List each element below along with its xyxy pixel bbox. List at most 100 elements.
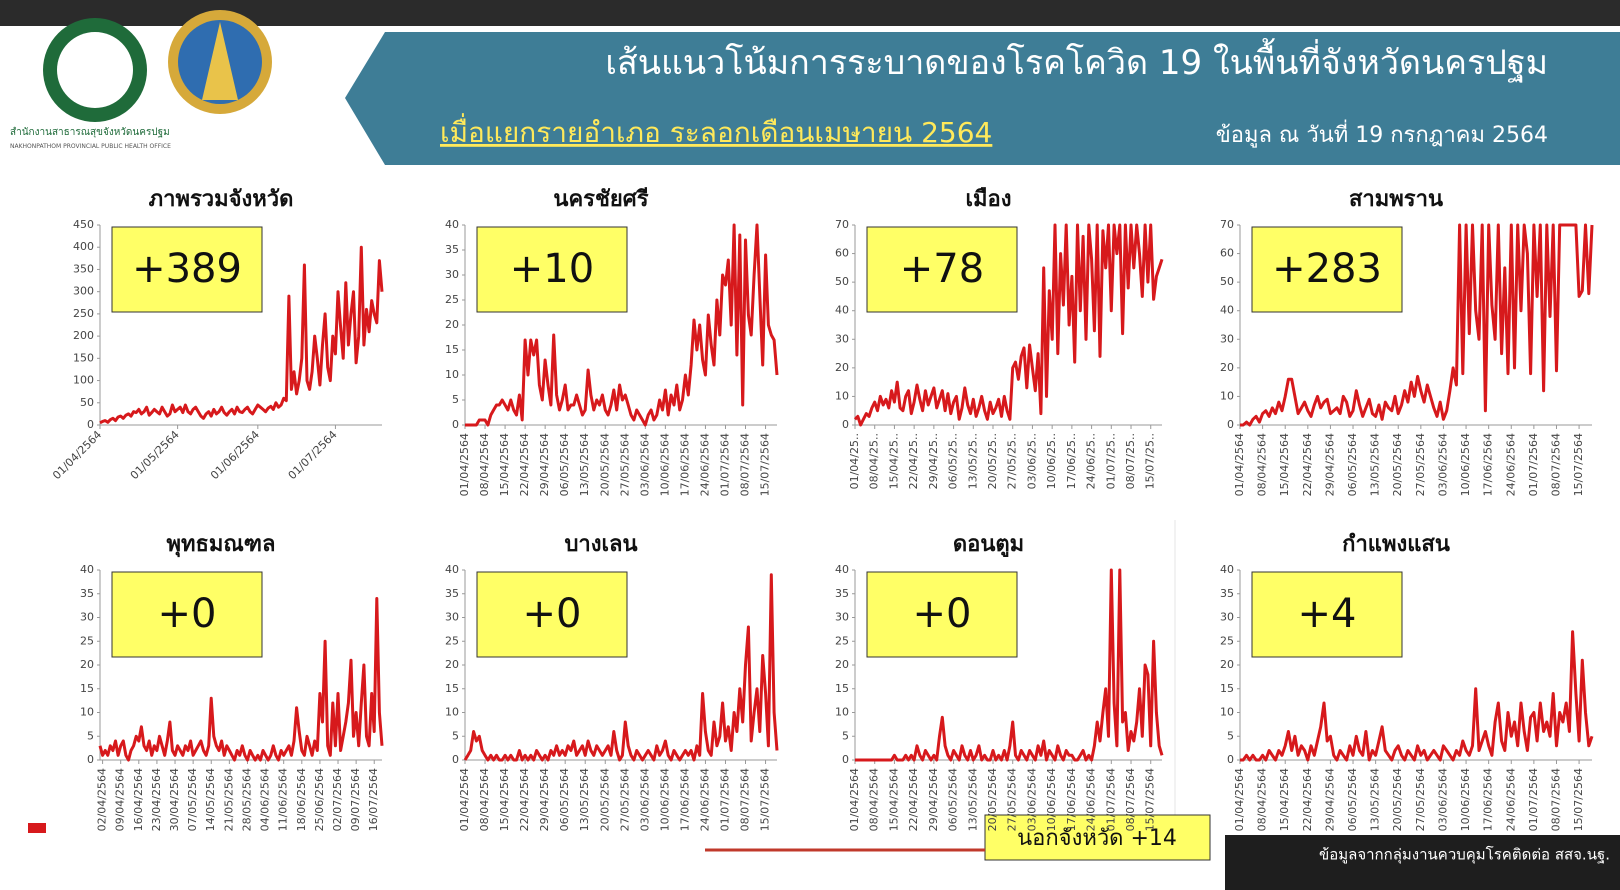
x-tick-label: 22/04/2564 [907,768,920,831]
y-tick-label: 10 [80,706,94,719]
x-tick-label: 11/06/2564 [277,768,290,831]
chart-title: กำแพงแสน [1342,532,1450,557]
x-tick-label: 08/04/2564 [1256,433,1269,496]
x-tick-label: 08/07/2564 [739,768,752,831]
x-tick-label: 15/07/2564 [759,433,772,496]
x-tick-label: 25/06/2564 [313,768,326,831]
x-tick-label: 24/06/25.. [1085,433,1098,489]
y-tick-label: 10 [1220,706,1234,719]
y-tick-label: 5 [842,729,849,742]
x-tick-label: 01/04/2564 [458,433,471,496]
y-tick-label: 40 [80,563,94,576]
x-tick-label: 15/04/25.. [887,433,900,489]
annotation-box [476,571,628,658]
y-tick-label: 25 [1220,634,1234,647]
x-tick-label: 08/04/2564 [1256,768,1269,831]
x-tick-label: 13/05/2564 [1369,768,1382,831]
y-tick-label: 40 [445,218,459,231]
x-tick-label: 01/04/2564 [848,768,861,831]
x-tick-label: 15/04/2564 [498,433,511,496]
x-tick-label: 15/04/2564 [887,768,900,831]
annotation-text: +283 [1272,246,1382,292]
x-tick-label: 10/06/2564 [658,768,671,831]
x-tick-label: 15/04/2564 [1278,433,1291,496]
x-tick-label: 06/05/2564 [1346,768,1359,831]
y-tick-label: 0 [842,418,849,431]
y-tick-label: 35 [445,587,459,600]
annotation-text: +10 [510,246,594,292]
y-tick-label: 30 [1220,332,1234,345]
x-tick-label: 17/06/25.. [1065,433,1078,489]
x-tick-label: 02/04/2564 [96,768,109,831]
annotation-text: +0 [158,591,217,637]
x-tick-label: 17/06/2564 [1482,433,1495,496]
x-tick-label: 08/04/25.. [868,433,881,489]
data-line [855,568,1164,762]
annotation-box [111,226,263,313]
x-tick-label: 10/06/2564 [1459,433,1472,496]
x-tick-label: 20/05/25.. [986,433,999,489]
y-tick-label: 25 [445,634,459,647]
y-tick-label: 20 [1220,658,1234,671]
y-tick-label: 10 [1220,389,1234,402]
y-tick-label: 15 [835,682,849,695]
x-tick-label: 06/05/2564 [558,433,571,496]
y-tick-label: 0 [842,753,849,766]
annotation-box [866,226,1018,313]
y-tick-label: 50 [80,396,94,409]
x-tick-label: 15/07/2564 [1572,768,1585,831]
annotation-text: +0 [913,591,972,637]
y-tick-label: 30 [80,611,94,624]
y-tick-label: 400 [73,240,94,253]
x-tick-label: 14/05/2564 [204,768,217,831]
annotation-box [1251,226,1403,313]
y-tick-label: 150 [73,351,94,364]
y-tick-label: 5 [452,729,459,742]
data-line [1240,630,1594,762]
x-tick-label: 10/06/2564 [1045,768,1058,831]
x-tick-label: 15/07/25.. [1144,433,1157,489]
y-tick-label: 15 [1220,682,1234,695]
x-tick-label: 06/05/25.. [947,433,960,489]
y-tick-label: 5 [87,729,94,742]
x-tick-label: 22/04/2564 [518,768,531,831]
y-tick-label: 15 [445,343,459,356]
y-tick-label: 0 [1227,753,1234,766]
y-tick-label: 20 [80,658,94,671]
annotation-box [111,571,263,658]
annotation-box [866,571,1018,658]
x-tick-label: 27/05/25.. [1006,433,1019,489]
x-tick-label: 17/06/2564 [1065,768,1078,831]
outside-text: นอกจังหวัด +14 [1017,826,1177,851]
data-line [465,223,779,427]
x-tick-label: 01/07/2564 [718,768,731,831]
x-tick-label: 28/05/2564 [240,768,253,831]
chart-title: เมือง [966,187,1012,212]
logo-text-en: NAKHONPATHOM PROVINCIAL PUBLIC HEALTH OF… [10,143,171,150]
y-tick-label: 30 [445,268,459,281]
x-tick-label: 17/06/2564 [1482,768,1495,831]
x-tick-label: 17/06/2564 [678,433,691,496]
data-line [463,573,779,762]
chart-title: นครชัยศรี [553,187,648,212]
y-tick-label: 25 [445,293,459,306]
y-tick-label: 40 [445,563,459,576]
y-tick-label: 20 [835,658,849,671]
x-tick-label: 27/05/2564 [1414,433,1427,496]
data-line [98,597,384,762]
footer-strip [1225,835,1620,890]
data-line [99,245,384,425]
x-tick-label: 24/06/2564 [698,768,711,831]
y-tick-label: 450 [73,218,94,231]
logo-moph-inner [57,32,133,108]
x-tick-label: 03/06/2564 [1025,768,1038,831]
x-tick-label: 01/07/2564 [1527,433,1540,496]
y-tick-label: 25 [80,634,94,647]
y-tick-label: 0 [452,753,459,766]
annotation-text: +78 [900,246,984,292]
x-tick-label: 01/07/2564 [1104,768,1117,831]
x-tick-label: 01/04/2564 [458,768,471,831]
x-tick-label: 10/06/2564 [658,433,671,496]
x-tick-label: 24/06/2564 [1504,768,1517,831]
x-tick-label: 08/04/2564 [868,768,881,831]
